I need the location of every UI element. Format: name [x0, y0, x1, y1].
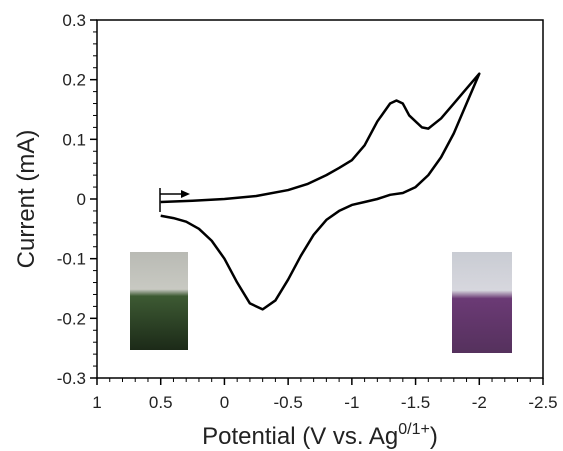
- x-tick-label: -1: [344, 393, 359, 412]
- y-tick-label: 0.3: [62, 11, 86, 30]
- x-label-text: Potential (V vs. Ag: [202, 423, 398, 450]
- y-axis-label: Current (mA): [13, 130, 40, 269]
- x-tick-label: -0.5: [273, 393, 302, 412]
- photo-purple-vial: [452, 252, 512, 353]
- x-tick-label: 0: [220, 393, 229, 412]
- cv-curve: [160, 72, 481, 311]
- x-tick-label: -1.5: [401, 393, 430, 412]
- y-tick-label: 0.2: [62, 71, 86, 90]
- scan-arrowhead: [181, 190, 190, 198]
- y-tick-label: -0.3: [57, 369, 86, 388]
- x-label-sup: 0/1+: [398, 421, 430, 438]
- x-tick-label: -2.5: [528, 393, 557, 412]
- y-tick-label: 0: [77, 190, 86, 209]
- x-label-end: ): [430, 423, 438, 450]
- y-tick-label: -0.1: [57, 250, 86, 269]
- x-tick-label: -2: [472, 393, 487, 412]
- x-axis-label: Potential (V vs. Ag0/1+): [202, 421, 438, 450]
- y-tick-label: -0.2: [57, 309, 86, 328]
- x-tick-label: 0.5: [149, 393, 173, 412]
- y-tick-label: 0.1: [62, 130, 86, 149]
- x-tick-label: 1: [92, 393, 101, 412]
- photo-green-vial: [130, 252, 188, 350]
